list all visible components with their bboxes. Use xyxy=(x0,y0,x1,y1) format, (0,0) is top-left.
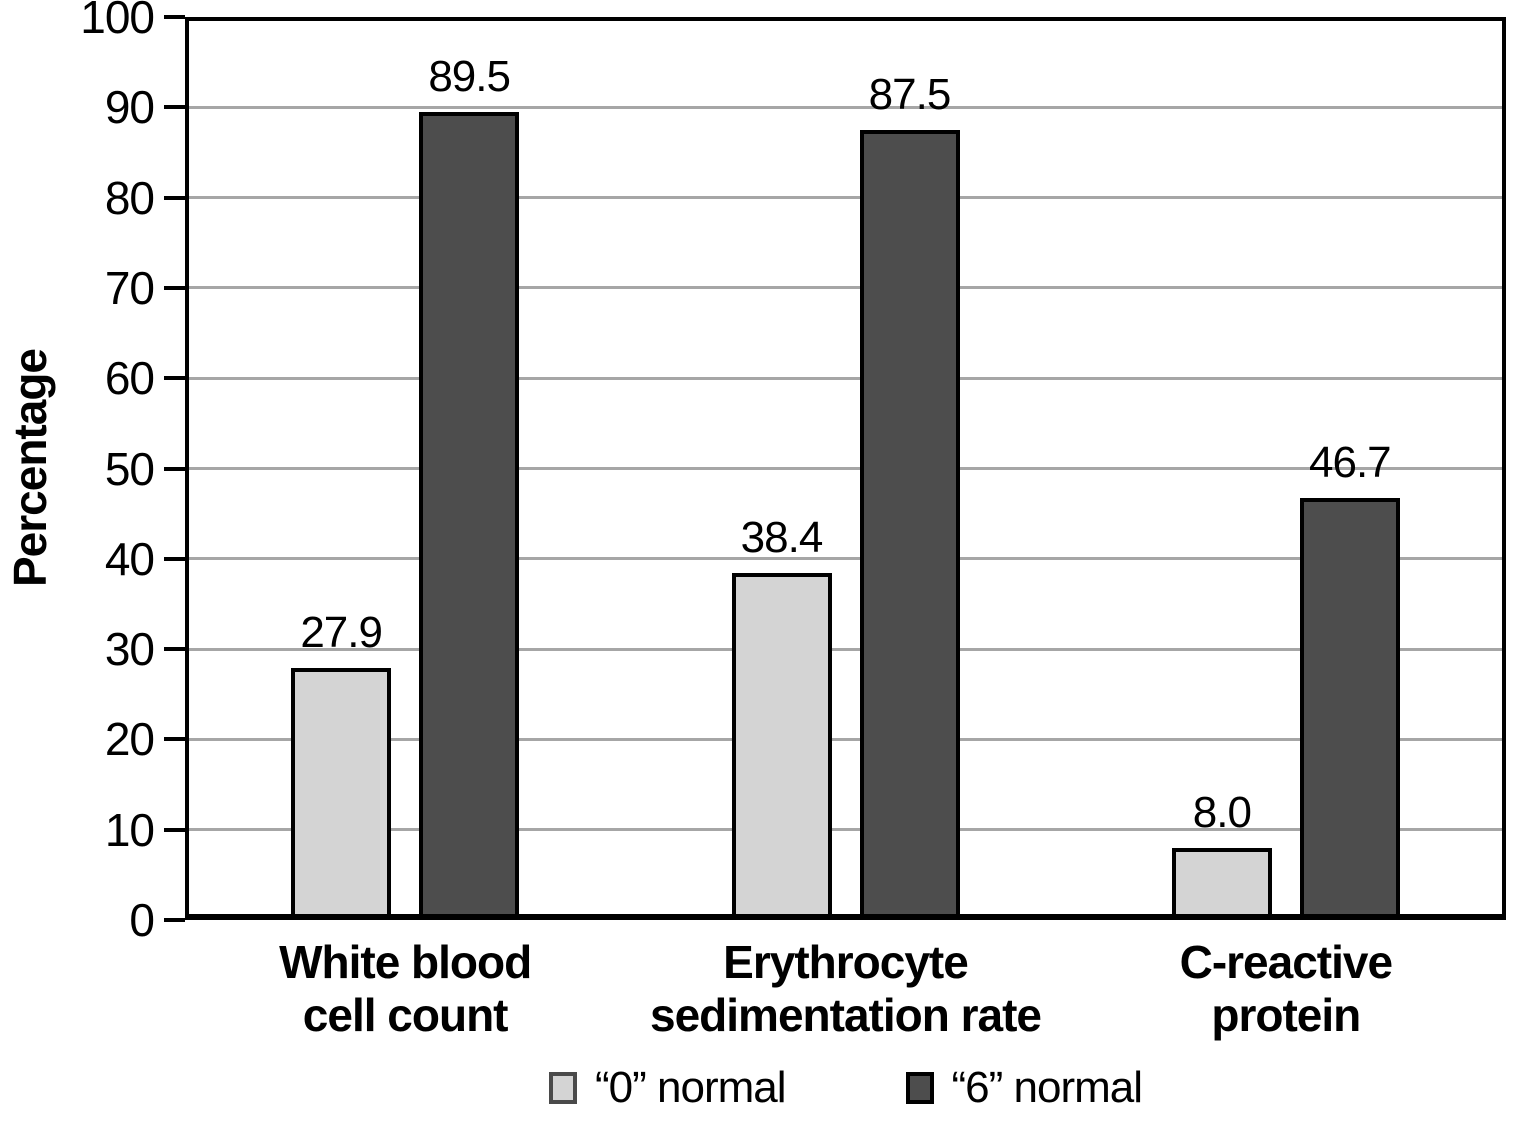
bar-series1-cat0 xyxy=(419,111,520,920)
x-category-label-2: C-reactive protein xyxy=(1179,936,1393,1042)
gridline-10 xyxy=(185,828,1506,832)
y-tick-40 xyxy=(164,556,185,561)
legend: “0” normal “6” normal xyxy=(185,1058,1506,1118)
bar-series1-cat1 xyxy=(859,129,960,920)
y-tick-label-0: 0 xyxy=(129,894,155,946)
y-tick-label-20: 20 xyxy=(104,713,155,766)
y-tick-10 xyxy=(164,827,185,832)
value-label-series1-cat2: 46.7 xyxy=(1309,438,1392,488)
value-label-series1-cat1: 87.5 xyxy=(868,69,952,119)
y-tick-60 xyxy=(164,376,185,381)
legend-item-0-normal: “0” normal xyxy=(549,1063,786,1113)
legend-label-6-normal: “6” normal xyxy=(951,1063,1143,1112)
gridline-80 xyxy=(185,196,1506,200)
y-tick-label-50: 50 xyxy=(104,442,155,495)
value-label-series0-cat1: 38.4 xyxy=(740,513,824,563)
bar-series0-cat1 xyxy=(731,573,832,920)
gridline-60 xyxy=(185,376,1506,380)
x-category-label-1: Erythrocyte sedimentation rate xyxy=(650,936,1042,1042)
y-tick-label-40: 40 xyxy=(104,532,155,585)
y-tick-label-30: 30 xyxy=(104,623,155,676)
y-tick-0 xyxy=(164,918,185,922)
bar-series0-cat2 xyxy=(1171,847,1272,920)
y-tick-50 xyxy=(164,466,185,471)
plot-area: 27.9 38.4 8.0 89.5 87.5 46.7 xyxy=(185,17,1506,920)
value-label-series0-cat0: 27.9 xyxy=(300,608,383,658)
y-tick-70 xyxy=(164,285,185,290)
gridline-20 xyxy=(185,737,1506,741)
gridline-70 xyxy=(185,286,1506,290)
y-tick-label-10: 10 xyxy=(104,803,155,856)
y-tick-30 xyxy=(164,647,185,652)
gridline-90 xyxy=(185,105,1506,109)
y-tick-label-80: 80 xyxy=(104,171,155,224)
y-tick-label-60: 60 xyxy=(104,352,155,405)
x-category-label-0: White blood cell count xyxy=(279,936,532,1042)
legend-label-0-normal: “0” normal xyxy=(595,1063,786,1112)
legend-item-6-normal: “6” normal xyxy=(905,1063,1143,1113)
gridline-50 xyxy=(185,467,1506,470)
bar-series0-cat0 xyxy=(291,668,392,920)
value-label-series0-cat2: 8.0 xyxy=(1192,787,1252,837)
y-tick-label-100: 100 xyxy=(80,0,155,43)
gridline-40 xyxy=(185,557,1506,561)
y-tick-label-70: 70 xyxy=(104,261,155,314)
y-tick-80 xyxy=(164,195,185,200)
legend-swatch-0-normal-icon xyxy=(549,1072,577,1104)
bar-series1-cat2 xyxy=(1299,498,1400,920)
y-tick-90 xyxy=(164,105,185,110)
y-tick-100 xyxy=(164,15,185,19)
gridline-30 xyxy=(185,647,1506,651)
value-label-series1-cat0: 89.5 xyxy=(428,51,511,101)
legend-swatch-6-normal-icon xyxy=(905,1072,934,1104)
y-tick-20 xyxy=(164,737,185,742)
y-tick-label-90: 90 xyxy=(104,81,155,134)
